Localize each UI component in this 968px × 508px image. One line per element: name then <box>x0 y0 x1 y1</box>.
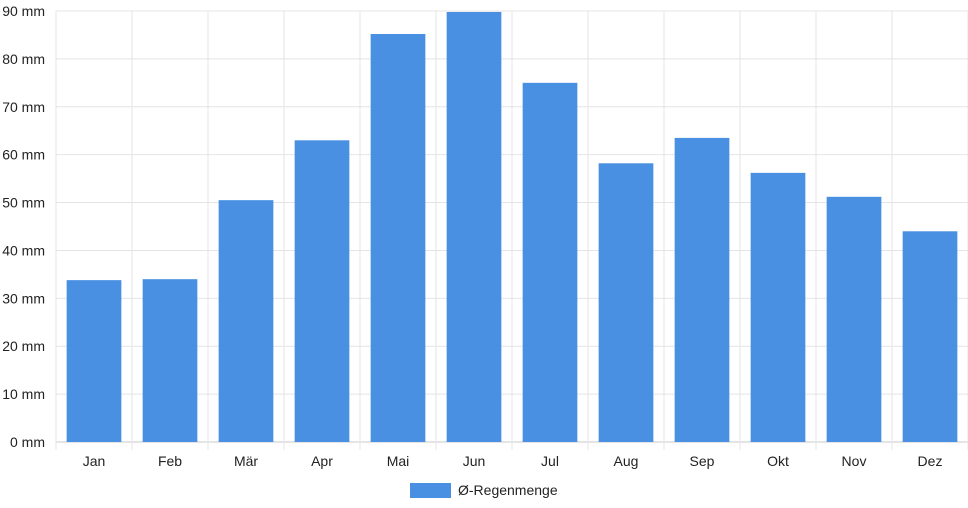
bar-aug[interactable] <box>598 163 654 442</box>
bars <box>66 11 958 443</box>
x-tick-label: Mai <box>387 453 410 469</box>
x-tick-label: Sep <box>690 453 715 469</box>
bar-feb[interactable] <box>142 279 198 442</box>
bar-jul[interactable] <box>522 82 578 442</box>
y-tick-label: 90 mm <box>2 3 45 19</box>
grid <box>55 10 968 450</box>
bar-jan[interactable] <box>66 280 122 442</box>
x-tick-label: Aug <box>614 453 639 469</box>
x-tick-label: Jun <box>463 453 486 469</box>
bar-jun[interactable] <box>446 11 502 443</box>
y-tick-label: 30 mm <box>2 290 45 306</box>
bar-sep[interactable] <box>674 137 730 442</box>
bar-nov[interactable] <box>826 196 882 442</box>
bar-apr[interactable] <box>294 140 350 443</box>
x-tick-label: Okt <box>767 453 789 469</box>
y-tick-label: 20 mm <box>2 338 45 354</box>
x-tick-label: Dez <box>918 453 943 469</box>
y-tick-label: 50 mm <box>2 195 45 211</box>
y-tick-label: 80 mm <box>2 51 45 67</box>
legend-label: Ø-Regenmenge <box>458 482 558 498</box>
bar-dez[interactable] <box>902 231 958 442</box>
y-tick-label: 60 mm <box>2 147 45 163</box>
y-tick-label: 40 mm <box>2 242 45 258</box>
x-axis-ticks: Jan Feb Mär Apr Mai Jun Jul Aug Sep Okt Nov Dez <box>83 453 943 469</box>
bar-mai[interactable] <box>370 33 426 443</box>
bar-mär[interactable] <box>218 200 274 442</box>
x-tick-label: Nov <box>842 453 867 469</box>
y-tick-label: 0 mm <box>10 434 45 450</box>
x-tick-label: Jul <box>541 453 559 469</box>
x-tick-label: Feb <box>158 453 182 469</box>
y-axis-ticks: 0 mm 10 mm 20 mm 30 mm 40 mm 50 mm 60 mm 70 mm 8… <box>2 3 45 450</box>
legend-swatch <box>410 482 451 498</box>
y-tick-label: 10 mm <box>2 386 45 402</box>
x-tick-label: Apr <box>311 453 333 469</box>
y-tick-label: 70 mm <box>2 99 45 115</box>
legend[interactable]: Ø-Regenmenge <box>410 480 558 500</box>
x-tick-label: Jan <box>83 453 106 469</box>
bar-okt[interactable] <box>750 172 806 442</box>
x-tick-label: Mär <box>234 453 258 469</box>
